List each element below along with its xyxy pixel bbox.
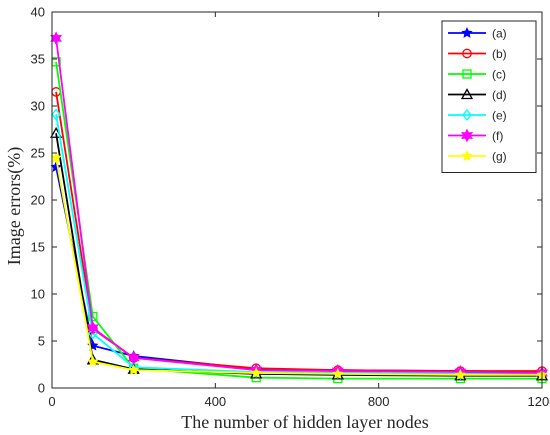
series-line <box>55 166 543 373</box>
legend-item: (e) <box>448 109 507 123</box>
axes: 051015202530354004008001200 <box>31 5 550 410</box>
legend-swatch-marker <box>460 88 474 100</box>
legend-label: (g) <box>492 150 507 164</box>
legend-label: (a) <box>492 27 507 41</box>
data-point <box>332 367 344 379</box>
y-tick-label: 15 <box>31 240 45 255</box>
y-tick-label: 25 <box>31 146 45 161</box>
legend-item: (a) <box>448 27 507 41</box>
legend-item: (d) <box>448 88 507 102</box>
legend-label: (b) <box>492 47 507 61</box>
data-point <box>50 161 62 172</box>
x-tick-label: 1200 <box>528 394 550 409</box>
legend-label: (c) <box>492 68 506 82</box>
legend-swatch-marker <box>461 128 473 143</box>
y-tick-label: 40 <box>31 5 45 20</box>
data-point <box>128 364 140 375</box>
legend-item: (g) <box>448 150 507 164</box>
legend-label: (e) <box>492 109 507 123</box>
x-tick-label: 800 <box>368 394 390 409</box>
data-point <box>88 327 98 340</box>
y-tick-label: 30 <box>31 99 45 114</box>
x-axis-title: The number of hidden layer nodes <box>181 412 428 432</box>
legend-label: (d) <box>492 88 507 102</box>
legend-swatch-marker <box>462 69 472 79</box>
series-line <box>55 157 542 376</box>
data-point <box>127 351 140 365</box>
legend-item: (c) <box>448 68 506 82</box>
data-point <box>50 31 63 46</box>
plot-area <box>49 31 549 384</box>
y-tick-label: 10 <box>31 287 45 302</box>
series-g <box>50 151 548 380</box>
legend-swatch-marker <box>461 150 473 161</box>
legend-label: (f) <box>492 129 503 143</box>
x-tick-label: 0 <box>48 394 55 409</box>
data-point <box>88 311 98 322</box>
data-point <box>250 367 262 378</box>
y-tick-label: 20 <box>31 193 45 208</box>
data-point <box>86 320 99 335</box>
legend-box <box>441 20 537 173</box>
y-tick-label: 5 <box>38 334 45 349</box>
legend-item: (f) <box>448 128 503 143</box>
series-a <box>50 161 548 377</box>
legend-swatch-marker <box>462 108 472 122</box>
legend-swatch-marker <box>462 48 472 59</box>
legend: (a) (b) (c) (d) (e) (f) (g) <box>441 20 537 173</box>
data-point <box>51 108 61 121</box>
legend-item: (b) <box>448 47 507 61</box>
y-tick-label: 0 <box>38 381 45 396</box>
y-tick-label: 35 <box>31 52 45 67</box>
legend-swatch-marker <box>461 27 473 38</box>
y-axis-title: Image errors(%) <box>4 147 25 265</box>
data-point <box>454 368 466 380</box>
data-point <box>87 355 99 367</box>
x-tick-label: 400 <box>204 394 226 409</box>
